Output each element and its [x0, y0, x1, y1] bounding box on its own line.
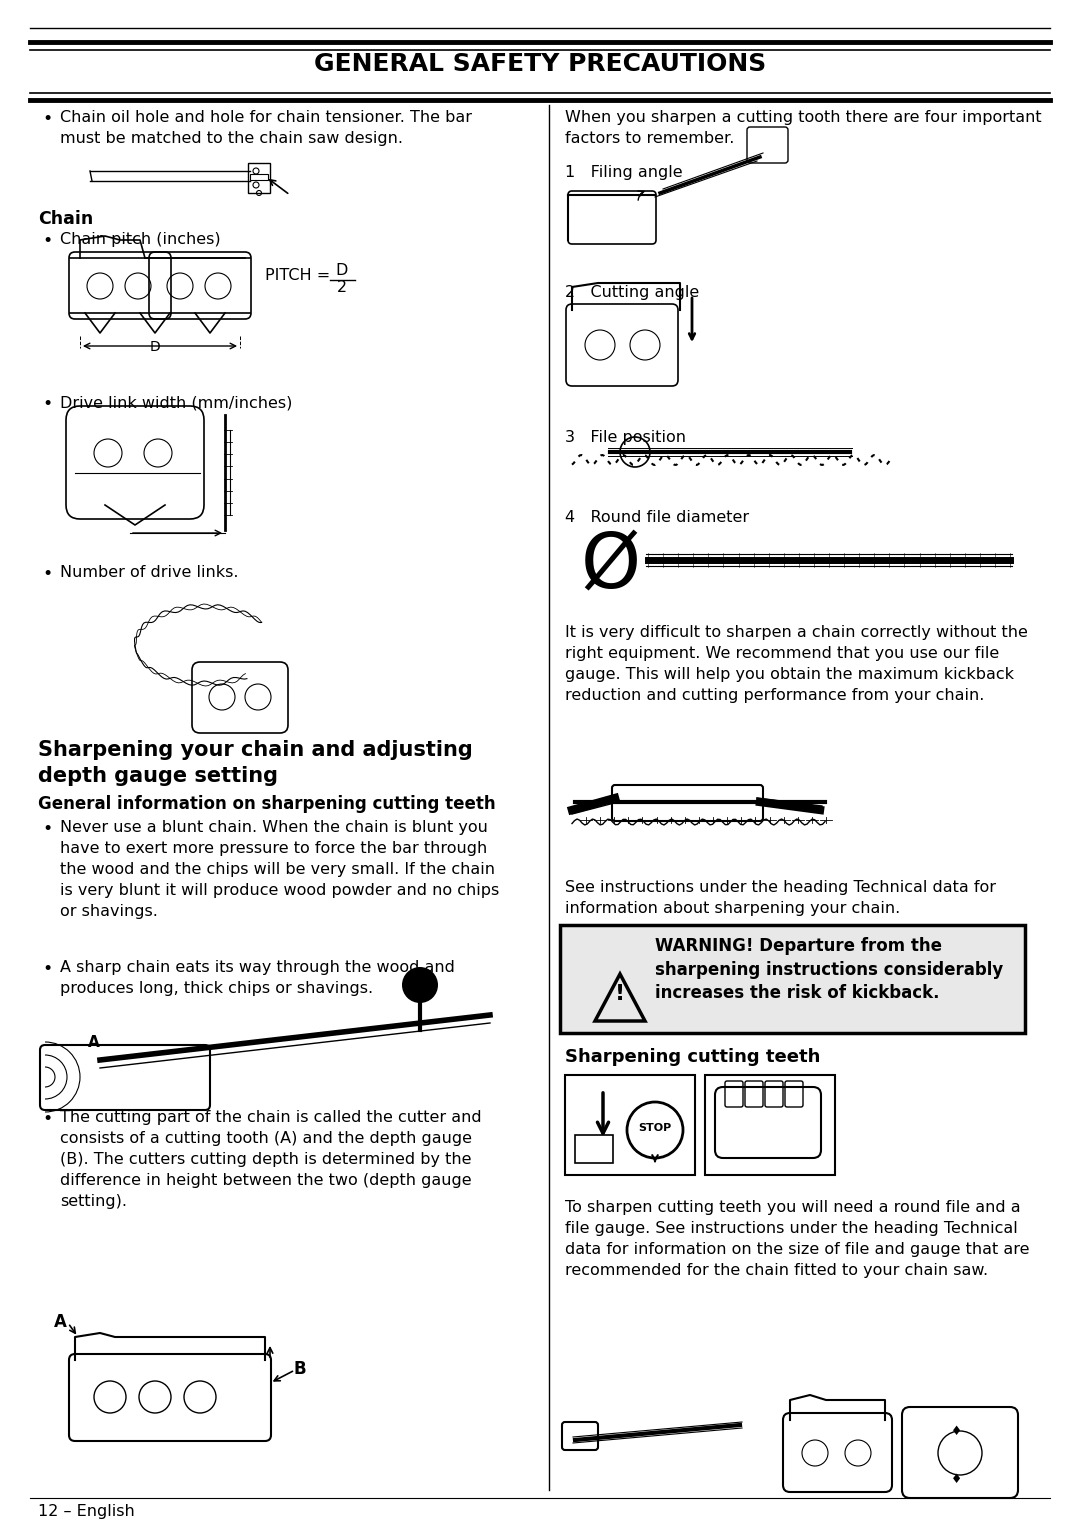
- Bar: [705, 1075, 835, 1174]
- Text: Sharpening cutting teeth: Sharpening cutting teeth: [565, 1047, 821, 1066]
- Text: WARNING! Departure from the
sharpening instructions considerably
increases the r: WARNING! Departure from the sharpening i…: [654, 937, 1003, 1001]
- Bar: [575, 1135, 613, 1164]
- Text: PITCH =: PITCH =: [265, 268, 336, 283]
- Text: 1   Filing angle: 1 Filing angle: [565, 165, 683, 180]
- Text: GENERAL SAFETY PRECAUTIONS: GENERAL SAFETY PRECAUTIONS: [314, 52, 766, 76]
- Text: ♦: ♦: [951, 1472, 962, 1486]
- Text: •: •: [42, 1110, 52, 1128]
- Text: •: •: [42, 820, 52, 838]
- Text: •: •: [42, 394, 52, 413]
- Text: To sharpen cutting teeth you will need a round file and a
file gauge. See instru: To sharpen cutting teeth you will need a…: [565, 1200, 1029, 1278]
- Text: When you sharpen a cutting tooth there are four important
factors to remember.: When you sharpen a cutting tooth there a…: [565, 110, 1041, 145]
- Text: 3   File position: 3 File position: [565, 430, 686, 445]
- Text: Sharpening your chain and adjusting
depth gauge setting: Sharpening your chain and adjusting dept…: [38, 740, 473, 786]
- Text: !: !: [615, 985, 625, 1005]
- Circle shape: [402, 966, 438, 1003]
- Text: B: B: [294, 1359, 307, 1378]
- Text: Never use a blunt chain. When the chain is blunt you
have to exert more pressure: Never use a blunt chain. When the chain …: [60, 820, 499, 919]
- Bar: [248, 164, 270, 193]
- Text: General information on sharpening cutting teeth: General information on sharpening cuttin…: [38, 795, 496, 813]
- Text: D: D: [150, 339, 160, 355]
- Bar: [565, 1075, 696, 1174]
- Text: A sharp chain eats its way through the wood and
produces long, thick chips or sh: A sharp chain eats its way through the w…: [60, 960, 455, 995]
- Bar: [249, 174, 268, 180]
- Text: •: •: [42, 232, 52, 251]
- Text: 2   Cutting angle: 2 Cutting angle: [565, 284, 699, 300]
- Bar: [561, 925, 1025, 1034]
- Text: A: A: [87, 1035, 99, 1050]
- Text: It is very difficult to sharpen a chain correctly without the
right equipment. W: It is very difficult to sharpen a chain …: [565, 625, 1028, 703]
- Text: A: A: [54, 1313, 67, 1332]
- Text: STOP: STOP: [638, 1122, 672, 1133]
- Text: ♦: ♦: [951, 1425, 962, 1437]
- Text: Ø: Ø: [580, 531, 640, 604]
- Text: 12 – English: 12 – English: [38, 1505, 135, 1518]
- Text: Drive link width (mm/inches): Drive link width (mm/inches): [60, 394, 293, 410]
- Text: Number of drive links.: Number of drive links.: [60, 566, 239, 579]
- Text: •: •: [42, 960, 52, 979]
- Text: •: •: [42, 566, 52, 583]
- Text: 4   Round file diameter: 4 Round file diameter: [565, 511, 750, 524]
- Text: Chain pitch (inches): Chain pitch (inches): [60, 232, 220, 248]
- Text: D: D: [336, 263, 348, 278]
- Text: See instructions under the heading Technical data for
information about sharpeni: See instructions under the heading Techn…: [565, 881, 996, 916]
- Text: •: •: [42, 110, 52, 128]
- Text: The cutting part of the chain is called the cutter and
consists of a cutting too: The cutting part of the chain is called …: [60, 1110, 482, 1209]
- Text: Chain: Chain: [38, 209, 93, 228]
- Text: Chain oil hole and hole for chain tensioner. The bar
must be matched to the chai: Chain oil hole and hole for chain tensio…: [60, 110, 472, 145]
- Text: 2: 2: [337, 280, 347, 295]
